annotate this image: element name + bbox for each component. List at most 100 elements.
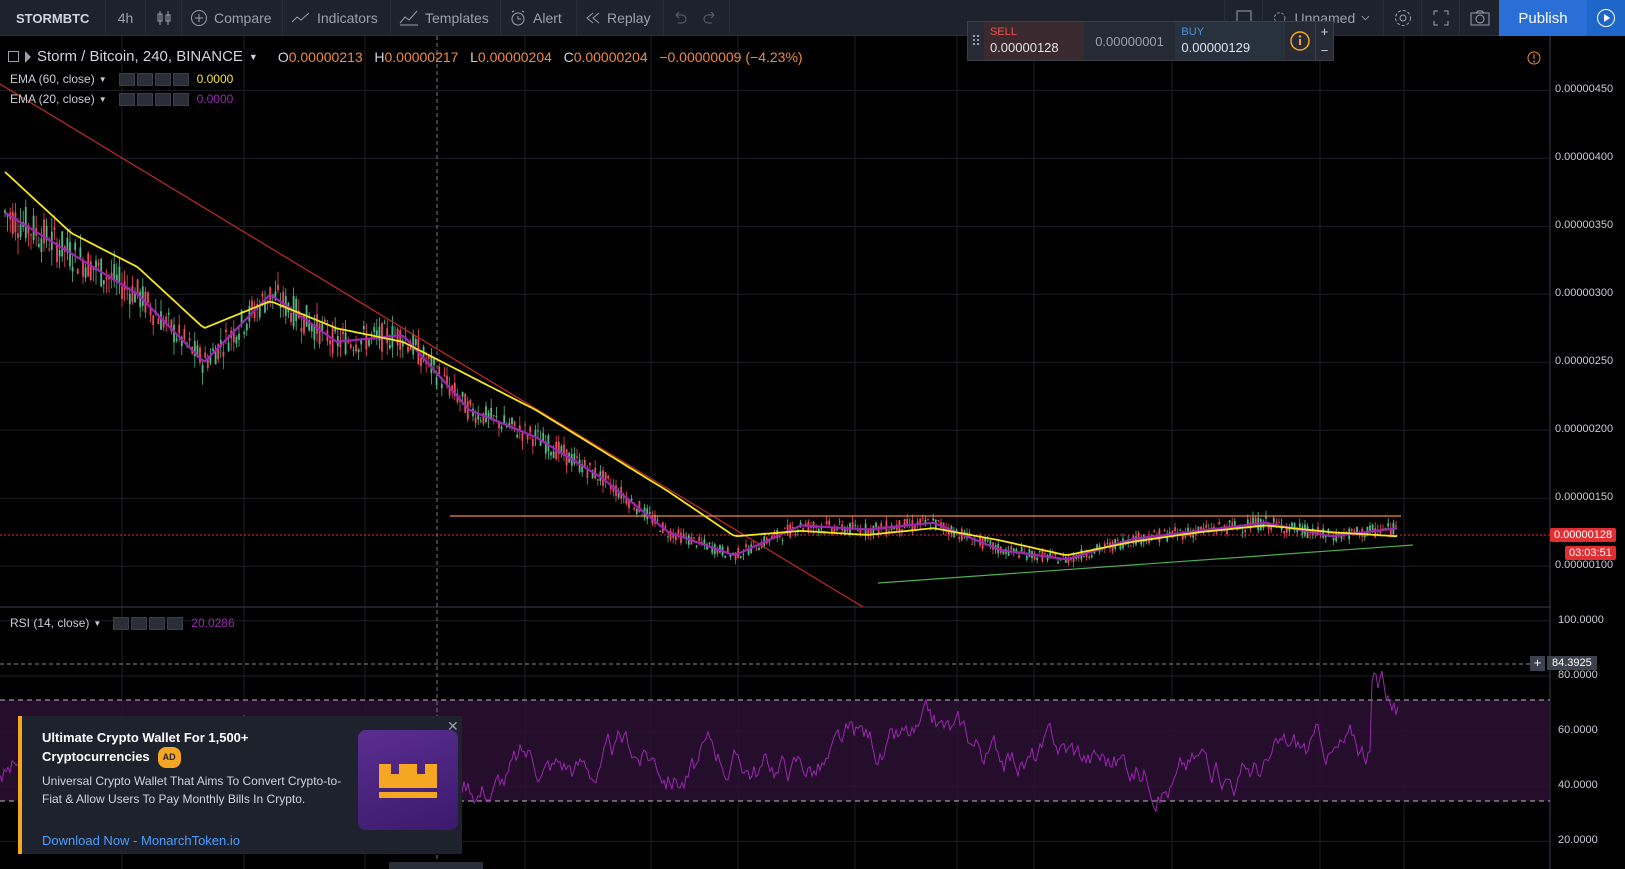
ad-logo[interactable] bbox=[358, 730, 458, 830]
chevron-down-icon[interactable]: ▼ bbox=[93, 618, 102, 628]
candle-body bbox=[482, 412, 485, 424]
candle-body bbox=[82, 260, 84, 277]
candle-body bbox=[407, 346, 409, 352]
ema20-legend[interactable]: EMA (20, close) ▼ 0.0000 bbox=[10, 92, 233, 106]
settings-icon[interactable] bbox=[131, 616, 148, 630]
candle-body bbox=[1088, 556, 1091, 558]
candle-body bbox=[498, 421, 500, 429]
interval-label: 4h bbox=[117, 10, 134, 26]
close-icon[interactable] bbox=[172, 72, 189, 86]
candle-body bbox=[1010, 546, 1013, 550]
candle-body bbox=[617, 493, 620, 498]
drag-handle-icon[interactable]: ⠿ bbox=[970, 32, 982, 49]
candle-body bbox=[290, 312, 292, 323]
indicators-icon bbox=[291, 12, 310, 23]
settings-icon[interactable] bbox=[136, 92, 153, 106]
candle-body bbox=[464, 393, 467, 413]
warning-icon-dot bbox=[1533, 60, 1535, 63]
compare-label: Compare bbox=[214, 10, 272, 26]
candle-body bbox=[1387, 523, 1390, 527]
candle-body bbox=[518, 425, 521, 431]
interval-button[interactable]: 4h bbox=[106, 0, 146, 36]
eye-icon[interactable] bbox=[118, 92, 135, 106]
ema60-label: EMA (60, close) bbox=[10, 72, 95, 86]
undo-redo-group bbox=[664, 0, 730, 36]
ema20-value: 0.0000 bbox=[196, 92, 234, 106]
add-alert-icon[interactable]: + bbox=[1530, 656, 1545, 671]
candle-body bbox=[1062, 555, 1065, 557]
indicators-button[interactable]: Indicators bbox=[283, 0, 391, 36]
publish-button[interactable]: Publish bbox=[1499, 0, 1587, 36]
candle-body bbox=[1298, 523, 1301, 528]
candle-body bbox=[1293, 523, 1296, 530]
compare-button[interactable]: Compare bbox=[182, 0, 283, 36]
candle-body bbox=[1025, 555, 1028, 560]
candle-body bbox=[1278, 522, 1280, 524]
symbol-search-button[interactable]: STORMBTC bbox=[0, 0, 106, 36]
settings-button[interactable] bbox=[1383, 0, 1421, 36]
candle-body bbox=[162, 319, 165, 328]
candle-body bbox=[147, 292, 149, 303]
candle-body bbox=[537, 430, 539, 432]
eye-icon[interactable] bbox=[118, 72, 135, 86]
crown-icon bbox=[379, 764, 437, 798]
collapse-toggle-icon[interactable] bbox=[8, 51, 19, 62]
series-title[interactable]: Storm / Bitcoin, 240, BINANCE bbox=[37, 48, 243, 65]
chevron-down-icon[interactable]: ▼ bbox=[98, 94, 107, 104]
undo-icon[interactable] bbox=[672, 11, 688, 25]
settings-icon[interactable] bbox=[136, 72, 153, 86]
candle-body bbox=[752, 540, 755, 543]
close-icon[interactable] bbox=[167, 616, 184, 630]
play-button[interactable] bbox=[1587, 0, 1625, 36]
candle-body bbox=[708, 542, 711, 545]
candle-body bbox=[27, 225, 30, 234]
ad-download-link[interactable]: Download Now - MonarchToken.io bbox=[42, 833, 240, 848]
candle-body bbox=[1379, 529, 1382, 534]
rsi-legend[interactable]: RSI (14, close) ▼ 20.0286 bbox=[10, 616, 235, 630]
candle-body bbox=[235, 336, 238, 344]
replay-button[interactable]: Replay bbox=[577, 0, 664, 36]
bottom-panel-tab[interactable] bbox=[389, 862, 483, 869]
candle-body bbox=[466, 401, 469, 420]
chart-style-button[interactable] bbox=[146, 0, 182, 36]
buy-button[interactable]: BUY 0.00000129 bbox=[1175, 22, 1286, 60]
templates-button[interactable]: Templates bbox=[391, 0, 501, 36]
candle-body bbox=[165, 316, 168, 324]
candle-body bbox=[674, 535, 677, 541]
ema60-legend[interactable]: EMA (60, close) ▼ 0.0000 bbox=[10, 72, 233, 86]
candle-body bbox=[833, 526, 836, 533]
candle-body bbox=[183, 328, 186, 340]
snapshot-button[interactable] bbox=[1459, 0, 1499, 36]
rsi-value: 20.0286 bbox=[191, 616, 235, 630]
candle-body bbox=[625, 497, 628, 504]
candlestick-series bbox=[4, 199, 1397, 568]
more-icon[interactable] bbox=[154, 72, 171, 86]
sell-button[interactable]: SELL 0.00000128 bbox=[983, 22, 1084, 60]
candle-body bbox=[851, 522, 854, 530]
candle-body bbox=[1335, 532, 1338, 542]
fullscreen-button[interactable] bbox=[1421, 0, 1459, 36]
chevron-down-icon[interactable]: ▼ bbox=[98, 74, 107, 84]
info-button[interactable] bbox=[1285, 22, 1315, 60]
minus-icon[interactable]: − bbox=[1320, 43, 1329, 58]
candle-body bbox=[19, 224, 22, 237]
close-icon[interactable]: ✕ bbox=[447, 718, 459, 734]
eye-icon[interactable] bbox=[113, 616, 130, 630]
chevron-down-icon[interactable]: ▼ bbox=[248, 51, 258, 62]
candle-body bbox=[149, 308, 152, 316]
more-icon[interactable] bbox=[154, 92, 171, 106]
ad-popup[interactable]: Ultimate Crypto Wallet For 1,500+ Crypto… bbox=[18, 716, 462, 854]
redo-icon[interactable] bbox=[702, 11, 718, 25]
alert-button[interactable]: Alert bbox=[501, 0, 577, 36]
candle-body bbox=[1150, 539, 1153, 541]
close-icon[interactable] bbox=[172, 92, 189, 106]
high-value: 0.00000217 bbox=[384, 48, 459, 65]
more-icon[interactable] bbox=[149, 616, 166, 630]
candle-body bbox=[869, 527, 872, 536]
candle-body bbox=[1077, 556, 1080, 559]
plus-icon[interactable]: + bbox=[1320, 24, 1329, 39]
candle-body bbox=[1179, 529, 1182, 531]
candle-body bbox=[170, 319, 173, 332]
series-legend: Storm / Bitcoin, 240, BINANCE ▼ O0.00000… bbox=[8, 48, 803, 65]
candle-body bbox=[716, 548, 719, 554]
